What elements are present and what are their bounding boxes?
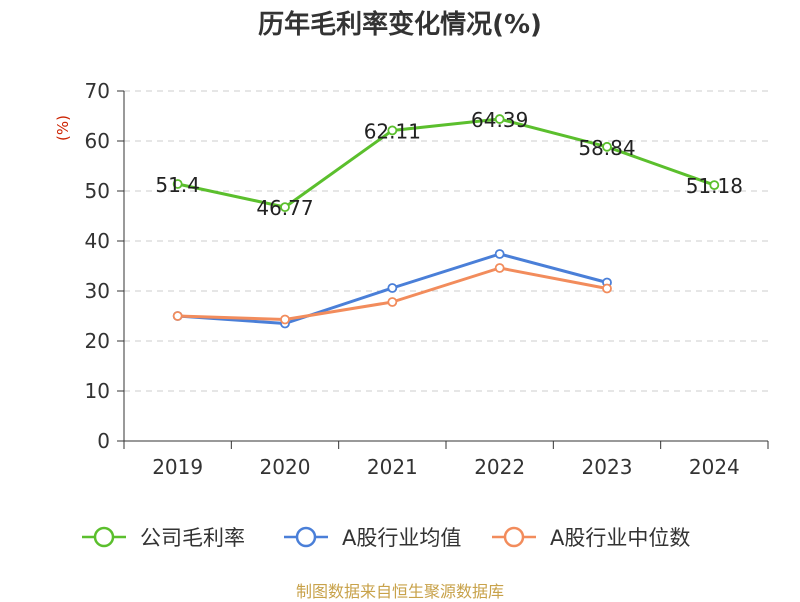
data-point bbox=[280, 202, 290, 213]
y-tick-label: 50 bbox=[85, 179, 110, 203]
series-group bbox=[172, 114, 720, 329]
y-tick-label: 20 bbox=[85, 329, 110, 353]
x-tick-label: 2024 bbox=[689, 455, 740, 479]
x-tick-label: 2023 bbox=[582, 455, 633, 479]
source-note: 制图数据来自恒生聚源数据库 bbox=[295, 582, 504, 601]
y-axis-unit-label: (%) bbox=[54, 115, 72, 141]
y-tick-label: 60 bbox=[85, 129, 110, 153]
chart-title: 历年毛利率变化情况(%) bbox=[258, 10, 542, 40]
data-point bbox=[494, 249, 505, 259]
series-line-0 bbox=[177, 117, 715, 209]
x-tick-label: 2022 bbox=[474, 455, 525, 479]
data-labels: 51.4 46.77 62.11 64.39 58.84 51.18 bbox=[155, 108, 743, 220]
data-point bbox=[387, 283, 398, 293]
data-label: 51.18 bbox=[686, 174, 743, 198]
data-point bbox=[494, 114, 505, 124]
data-point bbox=[387, 297, 398, 307]
x-tick-label: 2020 bbox=[260, 455, 311, 479]
data-point bbox=[172, 311, 183, 321]
data-point bbox=[709, 180, 720, 191]
legend-marker bbox=[295, 526, 317, 548]
legend-marker bbox=[93, 526, 115, 548]
x-tick-label: 2021 bbox=[367, 455, 418, 479]
data-label: 62.11 bbox=[364, 119, 421, 143]
data-point bbox=[387, 125, 398, 136]
data-label: 46.77 bbox=[256, 196, 313, 220]
legend-label: A股行业中位数 bbox=[550, 526, 690, 550]
legend-marker bbox=[503, 526, 525, 548]
x-tick-label: 2019 bbox=[152, 455, 203, 479]
data-point bbox=[172, 179, 183, 189]
y-tick-label: 70 bbox=[85, 79, 110, 103]
x-axis-ticks: 2019 2020 2021 2022 2023 2024 bbox=[123, 441, 769, 479]
data-label: 58.84 bbox=[578, 136, 635, 160]
grid-lines bbox=[124, 90, 768, 392]
data-point bbox=[602, 141, 612, 152]
y-tick-label: 30 bbox=[85, 279, 110, 303]
legend: 公司毛利率 A股行业均值 A股行业中位数 bbox=[82, 526, 690, 550]
axes bbox=[123, 91, 768, 442]
y-tick-label: 40 bbox=[85, 229, 110, 253]
data-point bbox=[494, 263, 505, 273]
y-tick-label: 10 bbox=[85, 379, 110, 403]
y-axis-ticks: 0 10 20 30 40 50 60 70 bbox=[85, 79, 124, 453]
series-line-2 bbox=[177, 266, 608, 321]
data-point bbox=[602, 283, 612, 294]
data-point bbox=[280, 314, 290, 325]
legend-label: A股行业均值 bbox=[342, 526, 461, 550]
y-tick-label: 0 bbox=[97, 429, 110, 453]
data-label: 64.39 bbox=[471, 108, 528, 132]
legend-label: 公司毛利率 bbox=[140, 526, 245, 550]
data-label: 51.4 bbox=[155, 173, 200, 197]
